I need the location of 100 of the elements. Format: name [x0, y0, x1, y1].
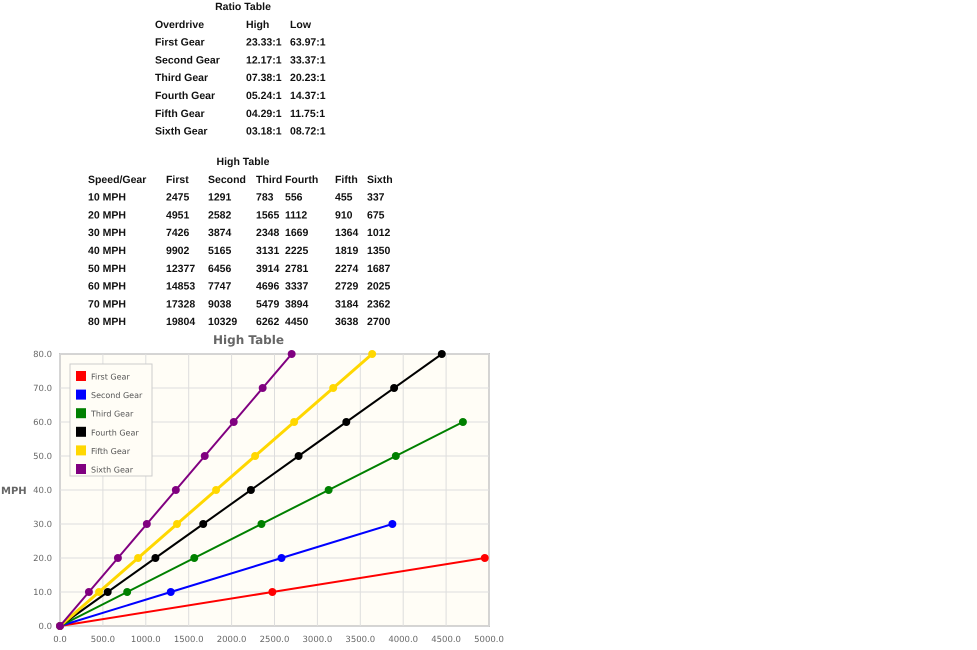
text: 04.29:1 — [246, 108, 282, 120]
data-label: 9038 — [208, 298, 232, 310]
data-label: 3184 — [335, 298, 359, 310]
x-tick-label: Sixth — [367, 174, 393, 186]
y-tick-label: 40.0 — [33, 486, 52, 496]
category-label: Low — [290, 18, 312, 31]
x-tick-label: 1000.0 — [130, 635, 161, 645]
point — [268, 588, 276, 596]
data-label: 1350 — [367, 245, 391, 257]
point — [251, 452, 260, 460]
point — [212, 486, 220, 494]
data-label: 1112 — [285, 209, 308, 222]
text: 14.37:1 — [290, 90, 326, 102]
data-label: 3894 — [285, 298, 309, 310]
legend-label: Sixth Gear — [91, 466, 134, 474]
data-label: 1291 — [208, 192, 232, 204]
text: 11.75:1 — [290, 108, 326, 120]
data-label: 2781 — [285, 262, 309, 275]
point — [200, 452, 209, 460]
point — [368, 350, 376, 358]
y-tick-label: 60 MPH — [88, 280, 126, 293]
legend-label: First Gear — [91, 372, 130, 382]
y-tick-label: 80 MPH — [88, 316, 126, 328]
data-label: 2348 — [256, 227, 280, 240]
y-tick-label: 20.0 — [33, 554, 52, 564]
data-label: 1012 — [367, 227, 391, 240]
x-tick-label: 2000.0 — [216, 635, 246, 645]
data-label: 5479 — [256, 298, 280, 310]
y-tick-label: 60.0 — [33, 418, 52, 428]
data-label: 6262 — [256, 316, 280, 328]
x-tick-label: Third — [256, 174, 282, 186]
text: 63.97:1 — [290, 36, 326, 49]
category-label: Overdrive — [155, 18, 204, 31]
point — [134, 554, 142, 562]
point — [151, 554, 160, 562]
point — [329, 384, 338, 392]
y-tick-label: 50 MPH — [88, 262, 126, 275]
data-label: 2225 — [285, 245, 309, 257]
point — [114, 554, 122, 562]
x-tick-label: 0.0 — [53, 635, 67, 645]
text: 23.33:1 — [246, 36, 282, 49]
text: Ratio Table — [215, 1, 272, 13]
text: 07.38:1 — [246, 72, 282, 84]
x-tick-label: 5000.0 — [474, 635, 504, 645]
x-tick-label: Fifth — [335, 174, 358, 186]
category-label: Third Gear — [155, 72, 208, 84]
y-tick-label: 80.0 — [33, 350, 52, 360]
text: 08.72:1 — [290, 126, 326, 138]
text: 03.18:1 — [246, 126, 282, 138]
data-label: 455 — [335, 192, 353, 204]
data-label: 3638 — [335, 316, 359, 328]
legend-label: Third Gear — [90, 410, 134, 419]
point — [388, 520, 396, 528]
point — [438, 350, 446, 358]
data-label: 2475 — [166, 192, 190, 204]
data-label: 3337 — [285, 280, 309, 293]
point — [190, 554, 198, 562]
point — [84, 588, 93, 596]
y-tick-label: 30.0 — [33, 520, 52, 530]
x-tick-label: 2500.0 — [260, 635, 290, 645]
data-label: 14853 — [166, 280, 196, 293]
y-tick-label: 10 MPH — [88, 192, 126, 204]
point — [173, 520, 182, 528]
text: 05.24:1 — [246, 90, 282, 102]
data-label: 556 — [285, 192, 303, 204]
data-label: 2582 — [208, 209, 232, 222]
point — [392, 452, 400, 460]
point — [142, 520, 151, 528]
text: 33.37:1 — [290, 54, 326, 66]
data-label: 2362 — [367, 298, 391, 310]
y-tick-label: 10.0 — [33, 588, 52, 598]
data-label: 337 — [367, 192, 385, 204]
data-label: 4951 — [166, 209, 190, 222]
point — [246, 486, 255, 494]
data-label: 4696 — [256, 280, 280, 293]
x-tick-label: Second — [208, 174, 246, 186]
x-tick-label: 3000.0 — [302, 635, 332, 645]
point — [294, 452, 303, 460]
data-label: 783 — [256, 192, 274, 204]
data-label: 5165 — [208, 245, 232, 257]
point — [123, 588, 132, 596]
data-label: 1687 — [367, 262, 391, 275]
category-label: Fourth Gear — [155, 90, 216, 102]
y-tick-label: 70.0 — [33, 384, 52, 394]
y-axis-title: MPH — [1, 486, 27, 497]
data-label: 1669 — [285, 227, 309, 240]
data-label: 1819 — [335, 245, 359, 257]
legend-label: Second Gear — [91, 391, 144, 400]
y-tick-label: 30 MPH — [88, 227, 126, 240]
data-label: 3874 — [208, 227, 232, 240]
data-label: 2700 — [367, 316, 391, 328]
x-tick-label: 4500.0 — [431, 635, 461, 645]
category-label: First Gear — [155, 36, 205, 49]
chart-title: High Table — [216, 156, 270, 168]
point — [257, 520, 266, 528]
category-label: Fifth Gear — [155, 108, 205, 120]
point — [199, 520, 208, 528]
point — [172, 486, 180, 494]
data-label: 3914 — [256, 262, 280, 275]
text: 20.23:1 — [290, 72, 326, 84]
